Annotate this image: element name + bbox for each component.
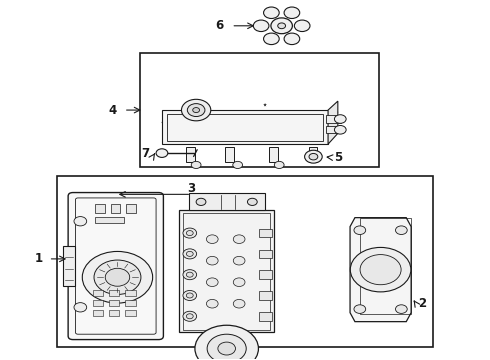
Circle shape [183,291,196,301]
Circle shape [186,293,193,298]
Bar [93,290,103,296]
Circle shape [186,230,193,235]
Text: 1: 1 [35,252,43,265]
Circle shape [233,278,245,287]
Circle shape [274,161,284,168]
Circle shape [334,126,346,134]
Bar [179,211,274,332]
Text: 2: 2 [418,297,426,310]
Text: 7: 7 [141,147,149,160]
Circle shape [74,217,87,226]
Circle shape [94,260,141,294]
Circle shape [186,272,193,277]
Bar [186,147,195,162]
Polygon shape [350,218,411,321]
Circle shape [360,255,401,285]
Circle shape [218,342,236,355]
Bar [93,310,103,316]
Bar [57,176,433,347]
Bar [259,312,272,320]
Circle shape [233,235,245,243]
Text: 6: 6 [216,19,224,32]
Bar [259,291,272,300]
Bar [259,249,272,258]
Circle shape [206,300,218,308]
Bar [189,193,265,211]
Bar [111,204,121,213]
Bar [63,246,75,286]
Circle shape [309,153,318,160]
Circle shape [247,198,257,206]
Circle shape [183,270,196,280]
Bar [162,110,328,144]
Circle shape [195,325,258,360]
Circle shape [284,33,300,45]
Circle shape [350,247,411,292]
Circle shape [183,228,196,238]
Circle shape [233,161,243,168]
Circle shape [334,115,346,123]
Bar [259,270,272,279]
Text: 5: 5 [334,151,342,164]
Circle shape [264,7,279,18]
FancyBboxPatch shape [68,193,163,339]
Circle shape [395,226,407,234]
Circle shape [181,99,211,121]
Circle shape [284,7,300,18]
Circle shape [354,226,366,234]
Circle shape [186,251,193,256]
Circle shape [82,251,153,303]
Circle shape [354,305,366,314]
Bar [225,147,234,162]
Circle shape [191,161,201,168]
Circle shape [206,235,218,243]
Bar [126,204,136,213]
Bar [183,213,270,329]
Circle shape [395,305,407,314]
Circle shape [233,300,245,308]
Circle shape [253,20,269,32]
Bar [326,116,341,123]
Circle shape [305,150,322,163]
Text: $\star$: $\star$ [261,100,268,110]
Circle shape [196,198,206,206]
Polygon shape [328,101,338,144]
Bar [259,229,272,237]
Bar [109,300,120,306]
Bar [125,290,136,296]
Circle shape [183,249,196,259]
Circle shape [187,104,205,117]
Circle shape [264,33,279,45]
Circle shape [271,18,293,34]
Circle shape [278,23,286,29]
Text: 4: 4 [108,104,116,117]
Bar [140,53,379,167]
Bar [95,217,124,223]
Bar [326,126,341,134]
Circle shape [206,278,218,287]
Circle shape [186,314,193,319]
Bar [109,310,120,316]
Bar [270,147,278,162]
Circle shape [156,149,168,157]
Circle shape [206,256,218,265]
Text: 3: 3 [187,183,196,195]
Circle shape [207,334,246,360]
Bar [125,300,136,306]
Circle shape [193,108,199,113]
Circle shape [183,311,196,321]
Bar [95,204,105,213]
Polygon shape [162,112,338,123]
Circle shape [74,303,87,312]
Bar [109,290,120,296]
Bar [125,310,136,316]
Bar [167,114,323,140]
Circle shape [105,268,130,286]
Circle shape [233,256,245,265]
Circle shape [294,20,310,32]
Bar [93,300,103,306]
Bar [309,147,318,162]
